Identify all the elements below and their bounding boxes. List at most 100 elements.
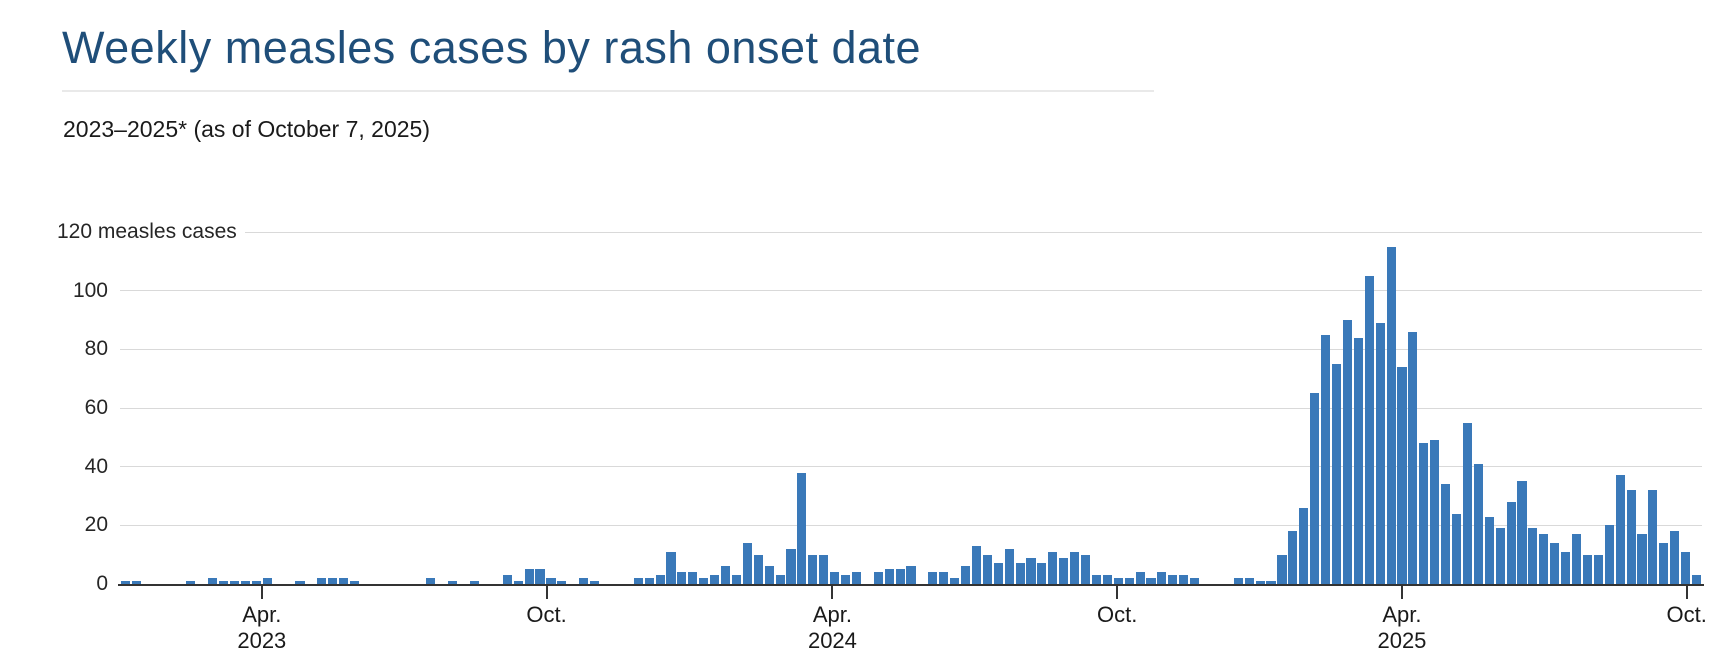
bar-week-95[interactable] — [1157, 572, 1167, 584]
bar-week-43[interactable] — [590, 581, 600, 584]
bar-week-48[interactable] — [644, 578, 654, 584]
bar-week-140[interactable] — [1648, 490, 1658, 584]
bar-week-138[interactable] — [1626, 490, 1636, 584]
bar-week-79[interactable] — [982, 554, 992, 584]
bar-week-97[interactable] — [1179, 575, 1189, 584]
bar-week-82[interactable] — [1015, 563, 1025, 584]
bar-week-39[interactable] — [546, 578, 556, 584]
bar-week-123[interactable] — [1462, 422, 1472, 584]
bar-week-86[interactable] — [1059, 557, 1069, 584]
bar-week-57[interactable] — [742, 542, 752, 584]
bar-week-0[interactable] — [120, 581, 130, 584]
bar-week-118[interactable] — [1408, 331, 1418, 584]
bar-week-108[interactable] — [1299, 507, 1309, 584]
bar-week-120[interactable] — [1430, 440, 1440, 584]
bar-week-134[interactable] — [1582, 554, 1592, 584]
bar-week-124[interactable] — [1473, 463, 1483, 584]
bar-week-11[interactable] — [240, 581, 251, 584]
bar-week-51[interactable] — [677, 572, 687, 584]
bar-week-112[interactable] — [1342, 320, 1352, 584]
bar-week-16[interactable] — [295, 581, 305, 584]
bar-week-121[interactable] — [1441, 484, 1451, 584]
bar-week-9[interactable] — [219, 581, 229, 584]
bar-week-38[interactable] — [535, 569, 545, 584]
bar-week-133[interactable] — [1571, 534, 1582, 584]
bar-week-89[interactable] — [1091, 575, 1102, 584]
bar-week-13[interactable] — [262, 578, 272, 584]
bar-week-37[interactable] — [524, 569, 534, 584]
bar-week-49[interactable] — [655, 575, 665, 584]
bar-week-84[interactable] — [1037, 563, 1047, 584]
bar-week-128[interactable] — [1517, 481, 1527, 584]
bar-week-80[interactable] — [993, 563, 1003, 584]
bar-week-119[interactable] — [1419, 443, 1429, 584]
bar-week-55[interactable] — [720, 566, 731, 584]
bar-week-136[interactable] — [1604, 525, 1614, 584]
bar-week-1[interactable] — [131, 581, 141, 584]
bar-week-113[interactable] — [1353, 337, 1363, 584]
bar-week-78[interactable] — [971, 545, 982, 584]
bar-week-129[interactable] — [1528, 528, 1538, 584]
bar-week-74[interactable] — [928, 572, 938, 584]
bar-week-35[interactable] — [502, 575, 512, 584]
bar-week-93[interactable] — [1135, 572, 1145, 584]
bar-week-132[interactable] — [1561, 551, 1571, 584]
bar-week-83[interactable] — [1026, 557, 1036, 584]
bar-week-85[interactable] — [1048, 551, 1058, 584]
bar-week-21[interactable] — [350, 581, 360, 584]
bar-week-127[interactable] — [1506, 501, 1516, 584]
bar-week-125[interactable] — [1484, 516, 1494, 584]
bar-week-143[interactable] — [1681, 551, 1691, 584]
bar-week-116[interactable] — [1386, 246, 1396, 584]
bar-week-12[interactable] — [251, 581, 261, 584]
bar-week-87[interactable] — [1070, 551, 1080, 584]
bar-week-105[interactable] — [1266, 581, 1276, 584]
bar-week-75[interactable] — [939, 572, 949, 584]
bar-week-28[interactable] — [426, 578, 436, 584]
bar-week-114[interactable] — [1364, 276, 1374, 584]
bar-week-135[interactable] — [1593, 554, 1603, 584]
bar-week-109[interactable] — [1310, 393, 1320, 584]
bar-week-98[interactable] — [1190, 578, 1200, 584]
bar-week-62[interactable] — [797, 472, 807, 584]
bar-week-102[interactable] — [1233, 578, 1243, 584]
bar-week-122[interactable] — [1451, 513, 1462, 584]
bar-week-110[interactable] — [1321, 334, 1331, 584]
bar-week-53[interactable] — [699, 578, 709, 584]
bar-week-106[interactable] — [1277, 554, 1287, 584]
bar-week-77[interactable] — [960, 566, 971, 584]
bar-week-36[interactable] — [513, 581, 523, 584]
bar-week-81[interactable] — [1004, 548, 1014, 584]
bar-week-18[interactable] — [317, 578, 327, 584]
bar-week-10[interactable] — [230, 581, 240, 584]
bar-week-111[interactable] — [1331, 364, 1342, 584]
bar-week-76[interactable] — [950, 578, 960, 584]
bar-week-40[interactable] — [557, 581, 567, 584]
bar-week-56[interactable] — [731, 575, 741, 584]
bar-week-6[interactable] — [186, 581, 196, 584]
bar-week-130[interactable] — [1539, 534, 1549, 584]
bar-week-137[interactable] — [1615, 475, 1625, 584]
bar-week-139[interactable] — [1637, 534, 1647, 584]
bar-week-117[interactable] — [1397, 366, 1407, 584]
bar-week-8[interactable] — [208, 578, 218, 584]
bar-week-107[interactable] — [1288, 531, 1298, 584]
bar-week-88[interactable] — [1081, 554, 1091, 584]
bar-week-60[interactable] — [775, 575, 785, 584]
bar-week-131[interactable] — [1550, 542, 1560, 584]
bar-week-91[interactable] — [1113, 578, 1123, 584]
bar-week-72[interactable] — [906, 566, 916, 584]
bar-week-52[interactable] — [688, 572, 698, 584]
bar-week-126[interactable] — [1495, 528, 1505, 584]
bar-week-66[interactable] — [840, 575, 851, 584]
bar-week-92[interactable] — [1124, 578, 1134, 584]
bar-week-69[interactable] — [873, 572, 883, 584]
bar-week-58[interactable] — [753, 554, 763, 584]
bar-week-47[interactable] — [633, 578, 643, 584]
bar-week-142[interactable] — [1670, 531, 1680, 584]
bar-week-144[interactable] — [1691, 575, 1702, 584]
bar-week-63[interactable] — [808, 554, 818, 584]
bar-week-104[interactable] — [1255, 581, 1265, 584]
bar-week-141[interactable] — [1659, 542, 1669, 584]
bar-week-103[interactable] — [1244, 578, 1254, 584]
